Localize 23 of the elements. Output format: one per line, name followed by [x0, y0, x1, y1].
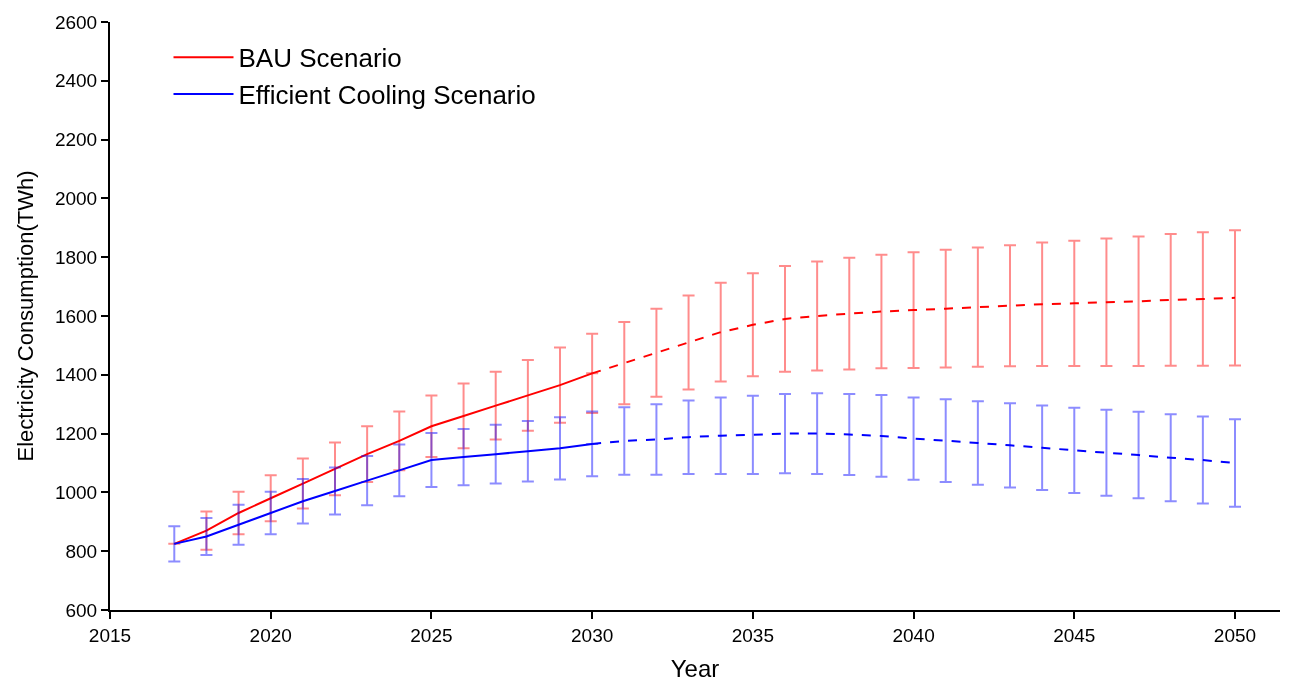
y-tick-label: 2400	[54, 70, 98, 92]
y-tick-label: 1200	[54, 423, 98, 445]
x-tick-label: 2035	[731, 624, 774, 646]
x-tick-label: 2030	[571, 624, 614, 646]
y-tick-label: 600	[65, 599, 98, 621]
x-tick-label: 2020	[249, 624, 292, 646]
y-tick-label: 2600	[54, 11, 98, 33]
x-axis-title: Year	[670, 654, 720, 682]
legend-label: Efficient Cooling Scenario	[238, 80, 536, 111]
y-tick-label: 1600	[54, 305, 98, 327]
x-tick-label: 2050	[1213, 624, 1257, 646]
x-tick-label: 2025	[410, 624, 453, 646]
y-tick-label: 1800	[54, 246, 98, 268]
y-tick-label: 2000	[54, 188, 98, 210]
y-tick-label: 1400	[54, 364, 98, 386]
x-tick-label: 2040	[892, 624, 935, 646]
x-tick-label: 2015	[88, 624, 132, 646]
y-axis-title: Electricity Consumption(TWh)	[13, 170, 39, 462]
y-tick-label: 1000	[54, 482, 98, 504]
x-tick-label: 2045	[1053, 624, 1096, 646]
y-tick-label: 2200	[54, 129, 98, 151]
y-tick-label: 800	[65, 540, 98, 562]
legend-label: BAU Scenario	[238, 43, 402, 74]
